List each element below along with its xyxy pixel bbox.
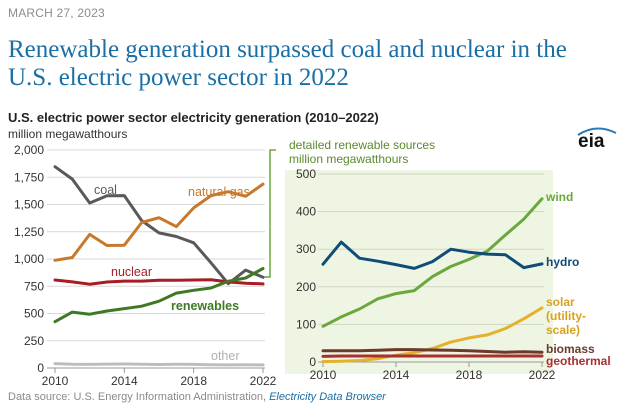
- right-panel-background: [285, 170, 553, 374]
- left-y-tick-label-7: 1,750: [14, 170, 44, 184]
- chart-title: U.S. electric power sector electricity g…: [8, 110, 379, 125]
- right-unit-label: million megawatthours: [289, 152, 409, 166]
- label-renewables: renewables: [171, 299, 239, 313]
- left-series-line-natural-gas: [53, 182, 265, 262]
- left-unit-label: million megawatthours: [8, 127, 128, 141]
- right-series-lines: [321, 197, 544, 364]
- eia-logo-text: eia: [578, 131, 605, 152]
- left-y-tick-label-6: 1,500: [14, 198, 44, 212]
- left-series-line-coal: [53, 165, 265, 286]
- source-link[interactable]: Electricity Data Browser: [269, 391, 386, 403]
- left-gridlines: [47, 149, 265, 373]
- label-nuclear: nuclear: [111, 265, 152, 279]
- left-y-tick-label-4: 1,000: [14, 252, 44, 266]
- left-x-tick-label-0: 2010: [42, 374, 69, 388]
- right-x-tick-label-1: 2014: [383, 368, 410, 382]
- right-y-tick-label-2: 200: [296, 280, 316, 294]
- label-wind: wind: [545, 190, 573, 204]
- left-y-tick-label-0: 0: [37, 361, 44, 375]
- label-other: other: [211, 349, 240, 363]
- left-x-tick-label-3: 2022: [250, 374, 277, 388]
- eia-logo: eia: [576, 126, 620, 157]
- publish-date: MARCH 27, 2023: [8, 6, 105, 20]
- headline: Renewable generation surpassed coal and …: [8, 36, 567, 91]
- right-series-line-biomass: [321, 348, 544, 354]
- left-y-tick-label-1: 250: [24, 334, 44, 348]
- left-x-tick-label-1: 2014: [111, 374, 138, 388]
- right-y-tick-label-5: 500: [296, 167, 316, 181]
- label-geothermal: geothermal: [546, 354, 611, 368]
- label-solar-line2: (utility-: [546, 309, 586, 323]
- label-biomass: biomass: [546, 342, 595, 356]
- left-y-tick-label-2: 500: [24, 307, 44, 321]
- left-series-line-other: [53, 362, 265, 367]
- label-hydro: hydro: [546, 255, 579, 269]
- connector-bracket: [263, 149, 276, 278]
- left-y-tick-label-5: 1,250: [14, 225, 44, 239]
- label-coal: coal: [94, 183, 117, 197]
- left-series-lines: [53, 165, 265, 367]
- right-x-tick-label-2: 2018: [456, 368, 483, 382]
- right-x-tick-label-0: 2010: [310, 368, 337, 382]
- right-y-tick-label-1: 100: [296, 317, 316, 331]
- right-panel-title: detailed renewable sources: [289, 138, 436, 152]
- left-tick-labels: 0 250 500 750 1,000 1,250 1,500 1,750 2,000 2010 2…: [14, 143, 277, 388]
- label-solar: solar: [546, 295, 575, 309]
- right-x-tick-label-3: 2022: [529, 368, 556, 382]
- label-natural-gas: natural gas: [188, 185, 250, 199]
- source-text: U.S. Energy Information Administration,: [73, 391, 267, 403]
- right-y-tick-label-4: 400: [296, 205, 316, 219]
- left-y-tick-label-3: 750: [24, 279, 44, 293]
- right-series-line-wind: [321, 197, 544, 328]
- right-tick-labels: 0 100 200 300 400 500 2010 2014 2018 2022: [296, 167, 556, 382]
- left-y-tick-label-8: 2,000: [14, 143, 44, 157]
- eia-logo-arc: [577, 127, 617, 136]
- eia-logo-mark: [577, 127, 617, 136]
- source-label: Data source:: [8, 391, 71, 403]
- right-y-tick-label-3: 300: [296, 242, 316, 256]
- source-line: Data source: U.S. Energy Information Adm…: [8, 391, 386, 403]
- label-solar-line3: scale): [546, 323, 580, 337]
- right-series-line-hydro: [321, 240, 544, 270]
- left-x-tick-label-2: 2018: [180, 374, 207, 388]
- left-series-line-renewables: [53, 267, 265, 324]
- right-y-tick-label-0: 0: [309, 355, 316, 369]
